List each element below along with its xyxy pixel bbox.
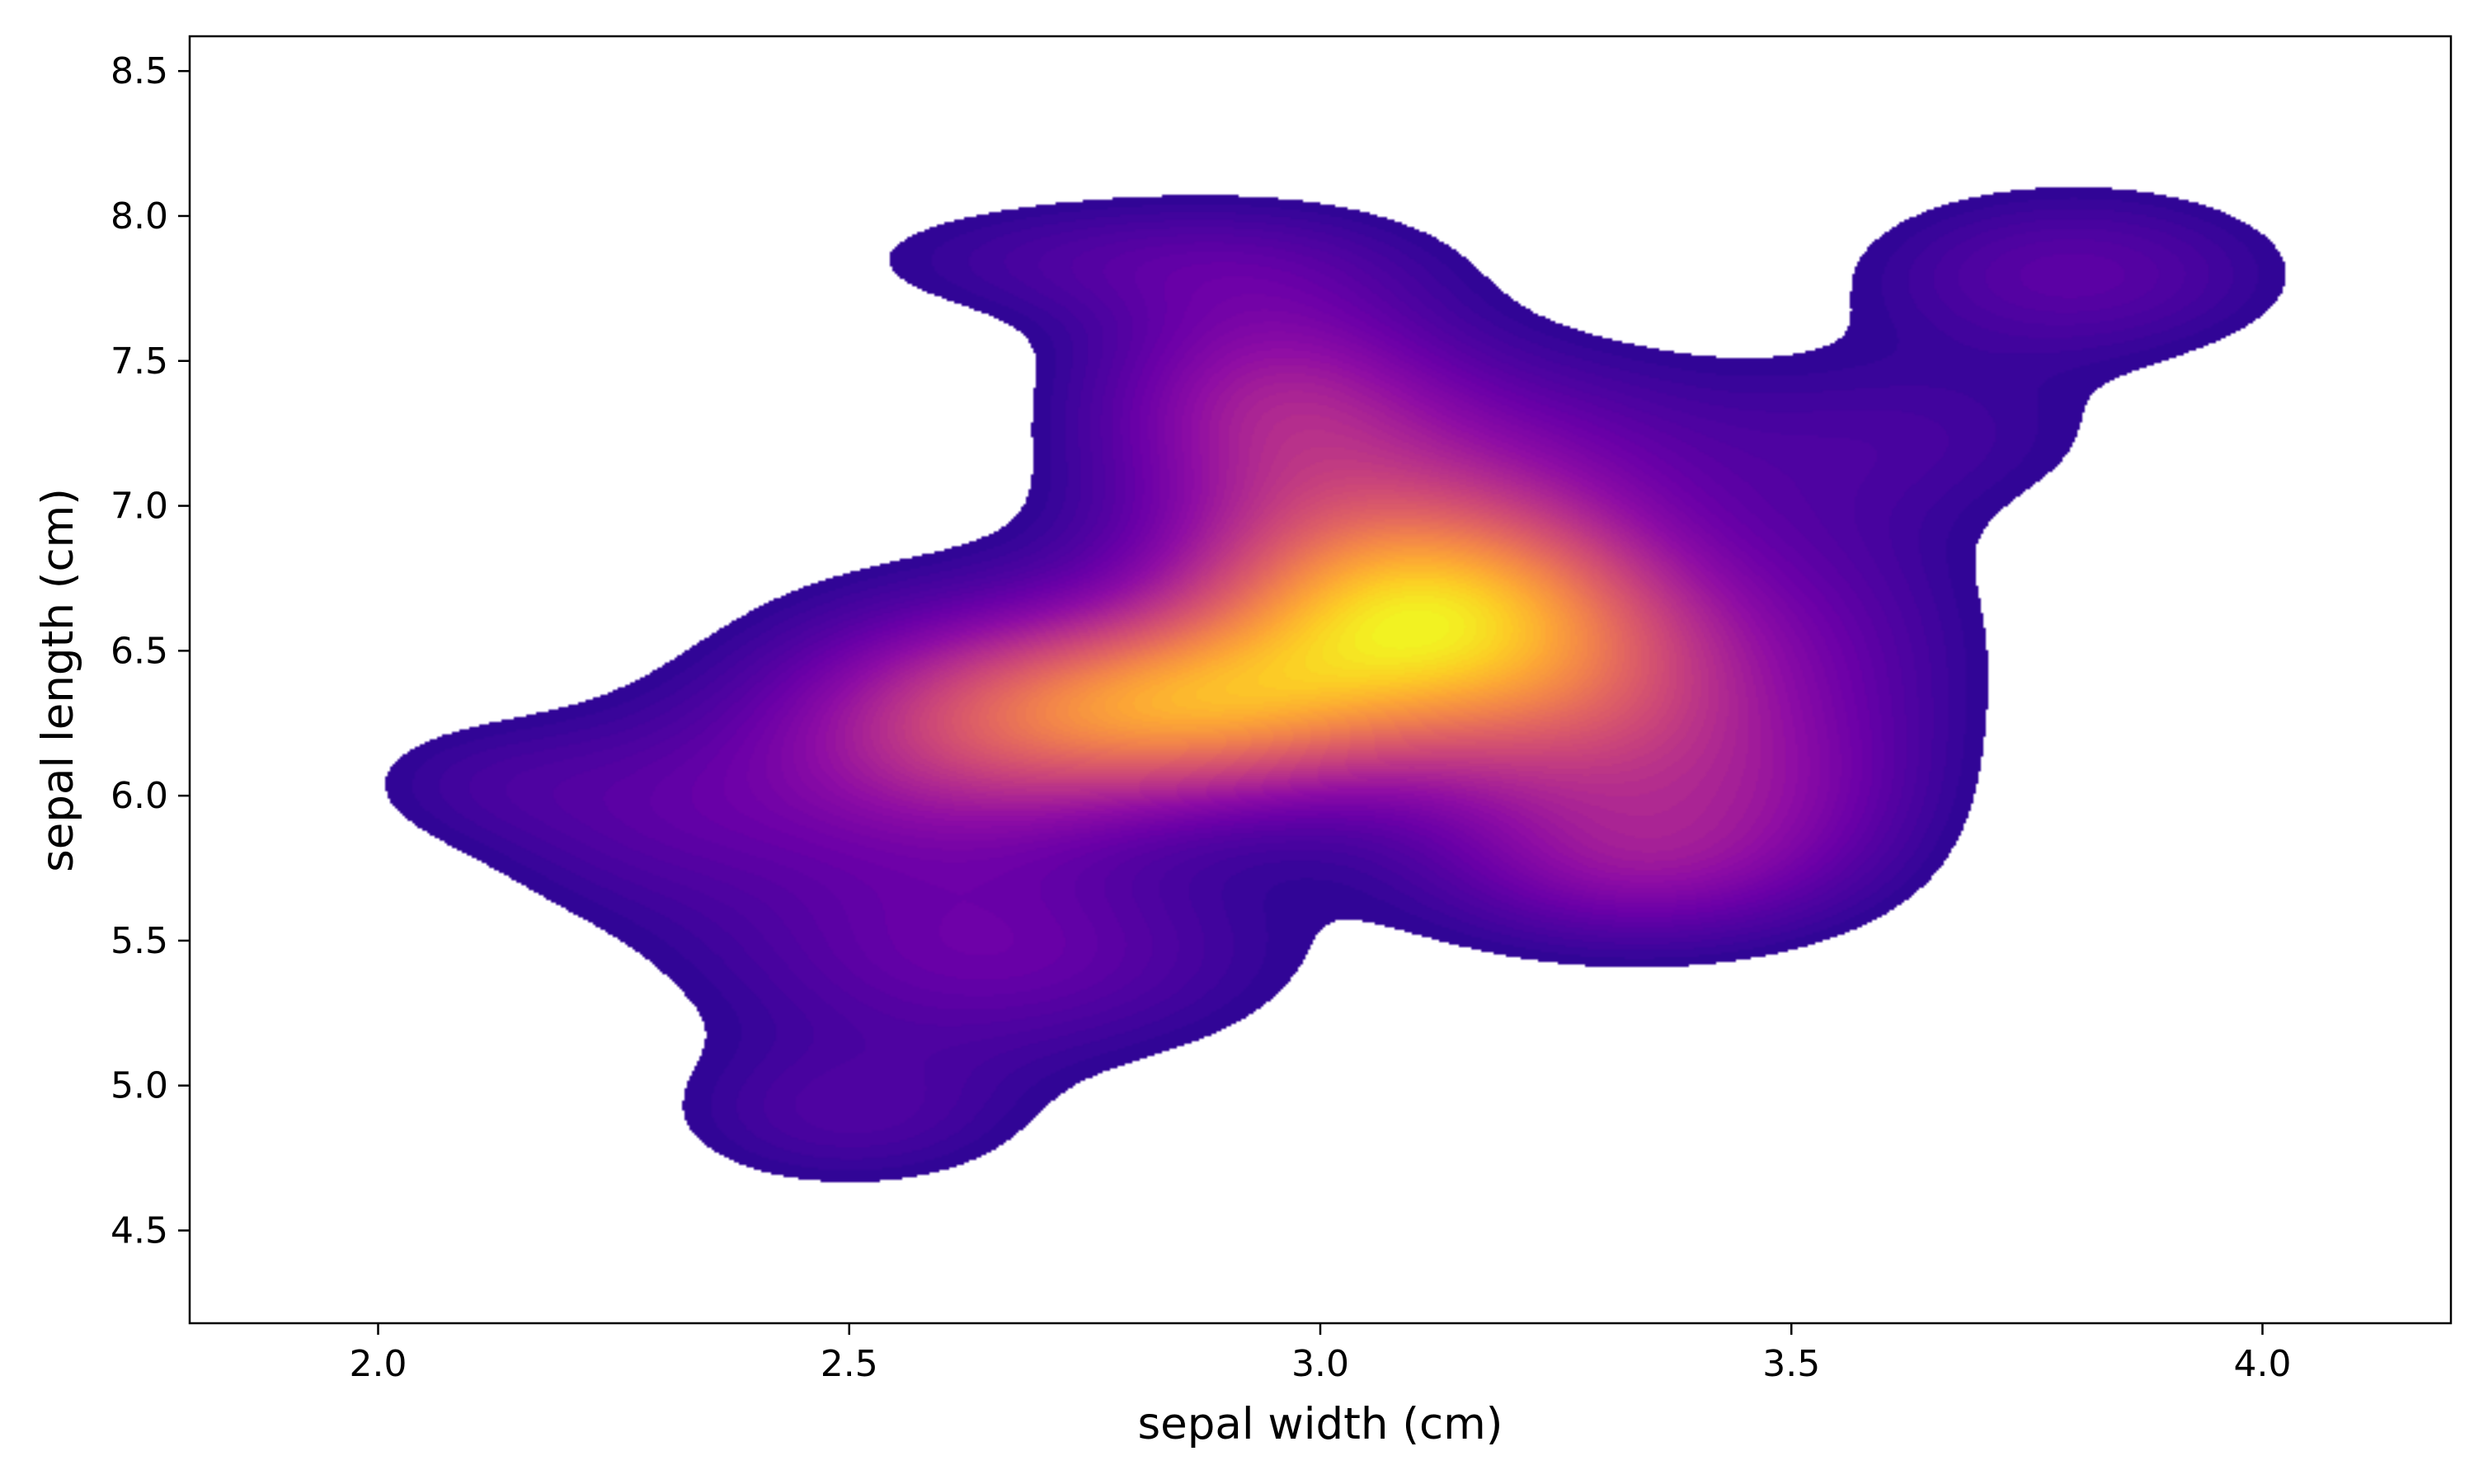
y-tick-label: 7.5 bbox=[111, 340, 168, 383]
x-tick-label: 4.0 bbox=[2234, 1343, 2292, 1385]
y-tick-label: 4.5 bbox=[111, 1209, 168, 1252]
y-tick-label: 6.5 bbox=[111, 630, 168, 672]
y-tick-label: 5.0 bbox=[111, 1065, 168, 1107]
density-heatmap bbox=[190, 36, 2451, 1323]
x-axis-label: sepal width (cm) bbox=[1138, 1399, 1503, 1449]
x-tick-label: 2.5 bbox=[821, 1343, 878, 1385]
x-tick-label: 3.0 bbox=[1291, 1343, 1349, 1385]
y-tick-label: 7.0 bbox=[111, 486, 168, 528]
y-tick-label: 6.0 bbox=[111, 775, 168, 817]
y-tick-label: 5.5 bbox=[111, 920, 168, 962]
y-tick-label: 8.5 bbox=[111, 50, 168, 92]
x-tick-label: 3.5 bbox=[1762, 1343, 1820, 1385]
x-axis: 2.0 2.5 3.0 3.5 4.0 bbox=[350, 1323, 2292, 1385]
y-axis-label: sepal length (cm) bbox=[33, 488, 83, 872]
y-tick-label: 8.0 bbox=[111, 195, 168, 237]
x-tick-label: 2.0 bbox=[350, 1343, 407, 1385]
y-axis: 4.5 5.0 5.5 6.0 6.5 7.0 7.5 8.0 8.5 bbox=[111, 50, 190, 1252]
